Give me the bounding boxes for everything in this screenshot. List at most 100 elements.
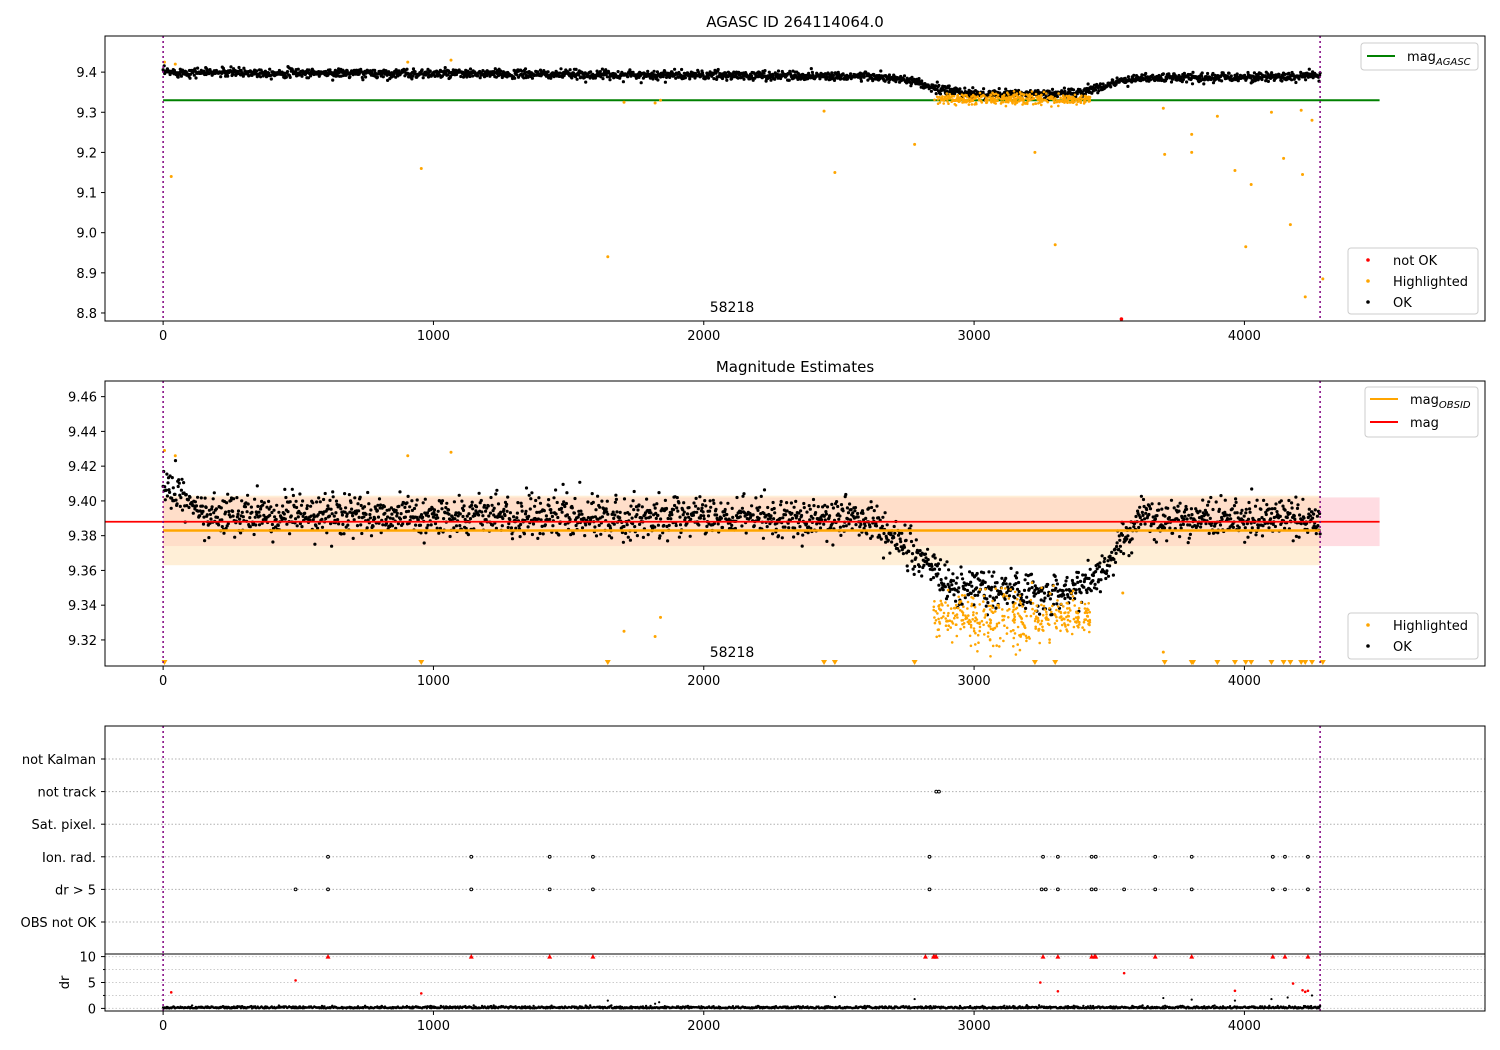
ok-point — [831, 73, 836, 78]
highlighted-point — [1063, 96, 1067, 99]
ok-point — [869, 500, 873, 504]
ok-point — [568, 517, 572, 522]
ok-point — [563, 504, 567, 509]
ok-point — [328, 68, 332, 72]
ok-point — [1185, 80, 1189, 84]
ok-point — [938, 558, 943, 562]
highlighted-point — [961, 611, 965, 615]
highlighted-point — [1034, 627, 1037, 630]
highlighted-point — [1012, 605, 1015, 609]
ok-point — [814, 510, 818, 515]
highlighted-point — [988, 95, 991, 99]
ok-point — [1115, 541, 1119, 545]
ok-point — [407, 509, 411, 513]
ok-point — [675, 506, 679, 510]
ok-point — [594, 534, 599, 538]
ok-point — [1235, 72, 1239, 76]
ok-point — [790, 511, 794, 515]
ok-point — [212, 491, 216, 495]
ok-point — [800, 544, 804, 548]
ok-point — [824, 512, 829, 516]
ok-point — [184, 493, 188, 497]
ok-point — [171, 486, 175, 490]
ok-point — [208, 512, 213, 517]
ok-point — [268, 67, 272, 71]
ok-point — [299, 503, 304, 507]
ok-point — [1273, 524, 1277, 529]
ok-point — [1055, 582, 1059, 586]
ok-point — [527, 514, 531, 519]
ok-point — [414, 523, 418, 527]
y-tick-label: 8.8 — [76, 307, 97, 322]
ok-point — [1167, 516, 1171, 520]
highlighted-point — [933, 98, 936, 102]
ok-point — [968, 570, 972, 574]
ok-point — [1190, 82, 1195, 86]
ok-point — [986, 601, 990, 605]
ok-point — [885, 523, 889, 527]
ok-point — [1139, 522, 1143, 526]
ok-point — [656, 78, 660, 82]
ok-point — [912, 572, 916, 577]
y-tick-label: 8.9 — [76, 267, 97, 282]
ok-point — [1191, 70, 1195, 74]
ok-point — [490, 503, 494, 507]
ok-point — [549, 511, 553, 515]
highlighted-point — [1016, 625, 1020, 629]
ok-point — [557, 533, 561, 537]
ok-point — [692, 501, 696, 505]
ok-point — [165, 494, 169, 498]
ok-point — [584, 523, 588, 527]
ok-point — [428, 69, 432, 73]
ok-point — [300, 74, 304, 78]
ok-point — [802, 506, 806, 510]
ok-point — [674, 523, 678, 528]
ok-point — [401, 522, 405, 526]
ok-point — [1270, 71, 1274, 75]
highlighted-point — [1048, 641, 1051, 644]
ok-point — [471, 507, 475, 511]
ok-point — [214, 507, 218, 511]
ok-point — [1151, 73, 1155, 77]
ok-point — [613, 500, 618, 504]
ok-point — [811, 516, 815, 520]
ok-point — [849, 508, 853, 512]
ok-point — [792, 505, 796, 509]
ok-point — [165, 472, 169, 476]
ok-point — [176, 75, 180, 79]
ok-point — [646, 533, 650, 537]
ok-point — [1278, 514, 1282, 519]
highlighted-point — [974, 101, 978, 104]
ok-point — [1004, 582, 1008, 586]
ok-point — [669, 517, 673, 521]
ok-point — [1130, 551, 1134, 555]
ok-point — [614, 493, 618, 497]
ok-point — [1235, 511, 1239, 515]
highlighted-point — [961, 101, 964, 104]
ok-point — [468, 517, 473, 521]
ok-point — [589, 70, 593, 74]
ok-point — [300, 525, 304, 529]
highlighted-point — [934, 610, 938, 613]
ok-point — [988, 594, 992, 598]
ok-point — [375, 509, 379, 513]
ok-point — [317, 496, 321, 500]
ok-point — [471, 74, 475, 78]
ok-point — [909, 539, 914, 544]
ok-point — [511, 515, 516, 519]
highlighted-point — [1088, 630, 1091, 634]
ok-point — [593, 525, 597, 529]
highlighted-point — [1029, 95, 1032, 98]
highlighted-point — [173, 62, 177, 66]
ok-point — [1295, 506, 1300, 510]
highlighted-point — [606, 255, 610, 259]
highlighted-point — [1310, 118, 1314, 122]
highlighted-point — [1071, 95, 1074, 99]
ok-point — [179, 74, 183, 78]
ok-point — [1207, 500, 1211, 504]
highlighted-point — [1190, 150, 1194, 154]
ok-point — [421, 515, 425, 519]
ok-point — [606, 512, 610, 516]
highlighted-point — [1004, 104, 1008, 108]
ok-point — [742, 492, 746, 496]
